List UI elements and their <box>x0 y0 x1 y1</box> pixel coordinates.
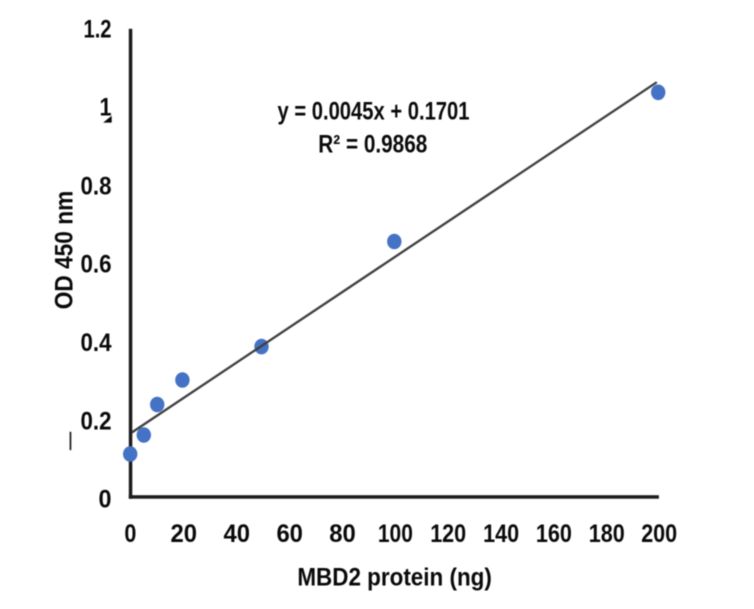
svg-text:120: 120 <box>430 520 466 548</box>
svg-text:y = 0.0045x + 0.1701: y = 0.0045x + 0.1701 <box>278 97 470 125</box>
svg-text:180: 180 <box>589 520 625 548</box>
svg-text:MBD2 protein (ng): MBD2 protein (ng) <box>297 564 492 592</box>
svg-text:60: 60 <box>276 520 303 548</box>
svg-text:40: 40 <box>224 520 251 548</box>
svg-text:1: 1 <box>100 93 112 121</box>
svg-text:160: 160 <box>536 520 572 548</box>
svg-text:20: 20 <box>171 520 198 548</box>
svg-text:0.6: 0.6 <box>81 251 112 279</box>
svg-text:1.2: 1.2 <box>84 16 112 44</box>
svg-text:0.4: 0.4 <box>81 329 112 357</box>
svg-text:OD 450 nm: OD 450 nm <box>51 191 79 310</box>
svg-text:R² = 0.9868: R² = 0.9868 <box>318 131 427 159</box>
svg-text:80: 80 <box>329 520 356 548</box>
svg-text:0: 0 <box>99 485 112 513</box>
svg-text:0.8: 0.8 <box>81 172 112 200</box>
svg-text:0.2: 0.2 <box>81 407 112 435</box>
svg-text:0: 0 <box>124 520 136 548</box>
svg-text:100: 100 <box>378 520 413 548</box>
svg-text:140: 140 <box>483 520 519 548</box>
svg-text:200: 200 <box>641 520 677 548</box>
